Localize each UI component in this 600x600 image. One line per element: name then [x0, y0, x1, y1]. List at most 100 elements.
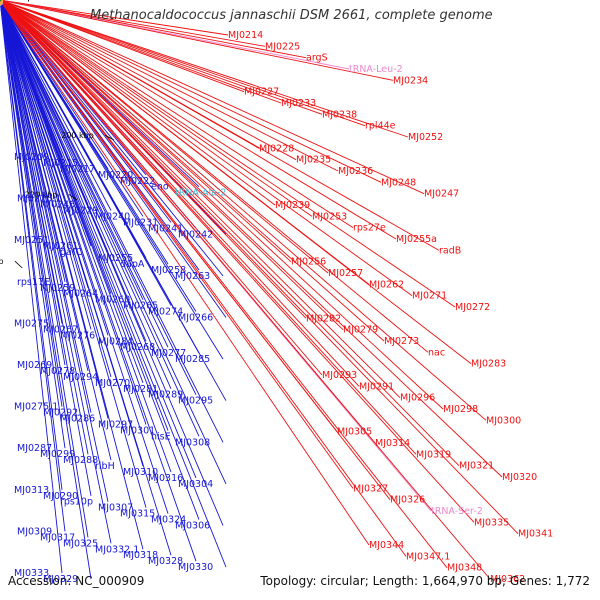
gene-label[interactable]: MJ0327: [353, 483, 388, 494]
gene-label[interactable]: MJ0277: [151, 348, 186, 359]
gene-label[interactable]: MJ0305: [337, 427, 372, 438]
gene-label[interactable]: MJ0306: [175, 521, 210, 532]
gene-label[interactable]: MJ0320: [502, 472, 537, 483]
gene-label[interactable]: MJ0289: [148, 390, 183, 401]
gene-label[interactable]: MJ0297: [98, 419, 133, 430]
gene-label[interactable]: rps10p: [60, 497, 93, 508]
gene-label[interactable]: MJ0231: [123, 217, 158, 228]
gene-label[interactable]: MJ0225: [265, 41, 300, 52]
gene-label[interactable]: MJ0341: [518, 529, 553, 540]
gene-label[interactable]: MJ0236: [338, 166, 373, 177]
gene-label[interactable]: MJ0288: [63, 455, 98, 466]
gene-label[interactable]: MJ0318: [123, 550, 158, 561]
gene-label[interactable]: MJ0325: [63, 538, 98, 549]
gene-label[interactable]: MJ0294: [63, 372, 98, 383]
gene-label[interactable]: eno: [151, 182, 169, 193]
gene-label[interactable]: MJ0326: [390, 495, 425, 506]
gene-label[interactable]: argS: [306, 53, 328, 64]
gene-label[interactable]: MJ0332.1: [95, 544, 139, 555]
gene-label[interactable]: MJ0335: [474, 517, 509, 528]
gene-label[interactable]: MJ0286: [60, 414, 95, 425]
gene-label[interactable]: MJ0321: [459, 461, 494, 472]
gene-label[interactable]: MJ0227: [244, 87, 279, 98]
gene-label[interactable]: MJ0248: [381, 177, 416, 188]
gene-label[interactable]: MJ0214: [228, 30, 263, 41]
gene-label[interactable]: radB: [439, 245, 461, 256]
gene-label[interactable]: MJ0347.1: [406, 551, 450, 562]
gene-label[interactable]: MJ0276: [60, 330, 95, 341]
gene-label[interactable]: MJ0226.1: [17, 194, 61, 205]
gene-label[interactable]: MJ0264: [63, 289, 98, 300]
gene-label[interactable]: MJ0259: [40, 283, 75, 294]
gene-label[interactable]: MJ0272: [455, 302, 490, 313]
gene-label[interactable]: MJ0314: [375, 438, 410, 449]
gene-label[interactable]: MJ0252: [408, 132, 443, 143]
gene-label[interactable]: MJ0234: [393, 75, 428, 86]
gene-label[interactable]: MJ0299: [40, 449, 75, 460]
gene-label[interactable]: dapA: [120, 259, 145, 270]
gene-label[interactable]: MJ0298: [443, 404, 478, 415]
gene-label[interactable]: nac: [428, 347, 445, 358]
gene-label[interactable]: MJ0240: [95, 211, 130, 222]
gene-label[interactable]: MJ0239: [275, 200, 310, 211]
gene-label[interactable]: MJ0246: [40, 200, 75, 211]
gene-label[interactable]: MJ0215: [43, 158, 78, 169]
gene-label[interactable]: MJ0251: [14, 235, 49, 246]
gene-label[interactable]: MJ0269: [17, 360, 52, 371]
gene-label[interactable]: MJ0275: [14, 318, 49, 329]
gene-label[interactable]: MJ0333: [14, 568, 49, 579]
gene-label[interactable]: MJ0285: [175, 354, 210, 365]
gene-label[interactable]: MJ0278: [40, 366, 75, 377]
gene-label[interactable]: MJ0235: [296, 155, 331, 166]
gene-label[interactable]: MJ0309: [17, 526, 52, 537]
gene-label[interactable]: MJ0348: [447, 563, 482, 574]
gene-label[interactable]: MJ0328: [148, 556, 183, 567]
gene-label[interactable]: MJ0296: [400, 393, 435, 404]
gene-label[interactable]: MJ0217: [60, 164, 95, 175]
gene-label[interactable]: MJ0241: [148, 223, 183, 234]
gene-label[interactable]: MJ0273: [384, 336, 419, 347]
gene-label[interactable]: MJ0291: [359, 381, 394, 392]
gene-label[interactable]: MJ0260: [95, 295, 130, 306]
gene-label[interactable]: MJ0238: [322, 109, 357, 120]
gene-label[interactable]: MJ0316: [148, 473, 183, 484]
gene-label[interactable]: MJ0295: [178, 396, 213, 407]
gene-label[interactable]: tRNA-Leu-2: [349, 64, 403, 75]
gene-label[interactable]: MJ0313: [14, 485, 49, 496]
gene-label[interactable]: MJ0317: [40, 532, 75, 543]
gene-label[interactable]: hisE: [151, 431, 171, 442]
gene-label[interactable]: tRNA-Ser-2: [431, 506, 483, 517]
gene-label[interactable]: MJ0220: [98, 170, 133, 181]
gene-label[interactable]: MJ0362: [490, 574, 525, 585]
gene-label[interactable]: MJ0324: [151, 515, 186, 526]
gene-label[interactable]: MJ0319: [416, 449, 451, 460]
gene-label[interactable]: MJ0265: [123, 301, 158, 312]
gene-label[interactable]: MJ0255: [98, 253, 133, 264]
gene-label[interactable]: MJ0247: [424, 189, 459, 200]
gene-label[interactable]: MJ0274: [148, 307, 183, 318]
gene-label[interactable]: MJ0222: [120, 176, 155, 187]
gene-label[interactable]: ribH: [95, 461, 115, 472]
gene-label[interactable]: gatC: [60, 247, 83, 258]
gene-label[interactable]: MJ0315: [120, 509, 155, 520]
gene-label[interactable]: MJ0228: [259, 143, 294, 154]
gene-label[interactable]: MJ0290: [43, 491, 78, 502]
gene-label[interactable]: rpl44e: [365, 121, 396, 132]
gene-label[interactable]: MJ0284: [98, 336, 133, 347]
gene-label[interactable]: MJ0209: [14, 152, 49, 163]
gene-label[interactable]: MJ0281: [123, 384, 158, 395]
gene-label[interactable]: MJ0233: [281, 98, 316, 109]
gene-label[interactable]: MJ0301: [120, 425, 155, 436]
gene-label[interactable]: MJ0307: [98, 503, 133, 514]
gene-label[interactable]: MJ0344: [369, 540, 404, 551]
gene-label[interactable]: MJ0270: [95, 378, 130, 389]
gene-label[interactable]: rps27e: [353, 223, 386, 234]
gene-label[interactable]: rps17E: [17, 277, 50, 288]
gene-label[interactable]: MJ0253: [312, 211, 347, 222]
gene-label[interactable]: MJ0330: [178, 562, 213, 573]
gene-label[interactable]: MJ0329: [43, 574, 78, 585]
gene-label[interactable]: MJ0229: [63, 205, 98, 216]
gene-label[interactable]: MJ0275.1: [14, 402, 58, 413]
gene-label[interactable]: MJ0271: [412, 291, 447, 302]
gene-label[interactable]: MJ0257: [328, 268, 363, 279]
